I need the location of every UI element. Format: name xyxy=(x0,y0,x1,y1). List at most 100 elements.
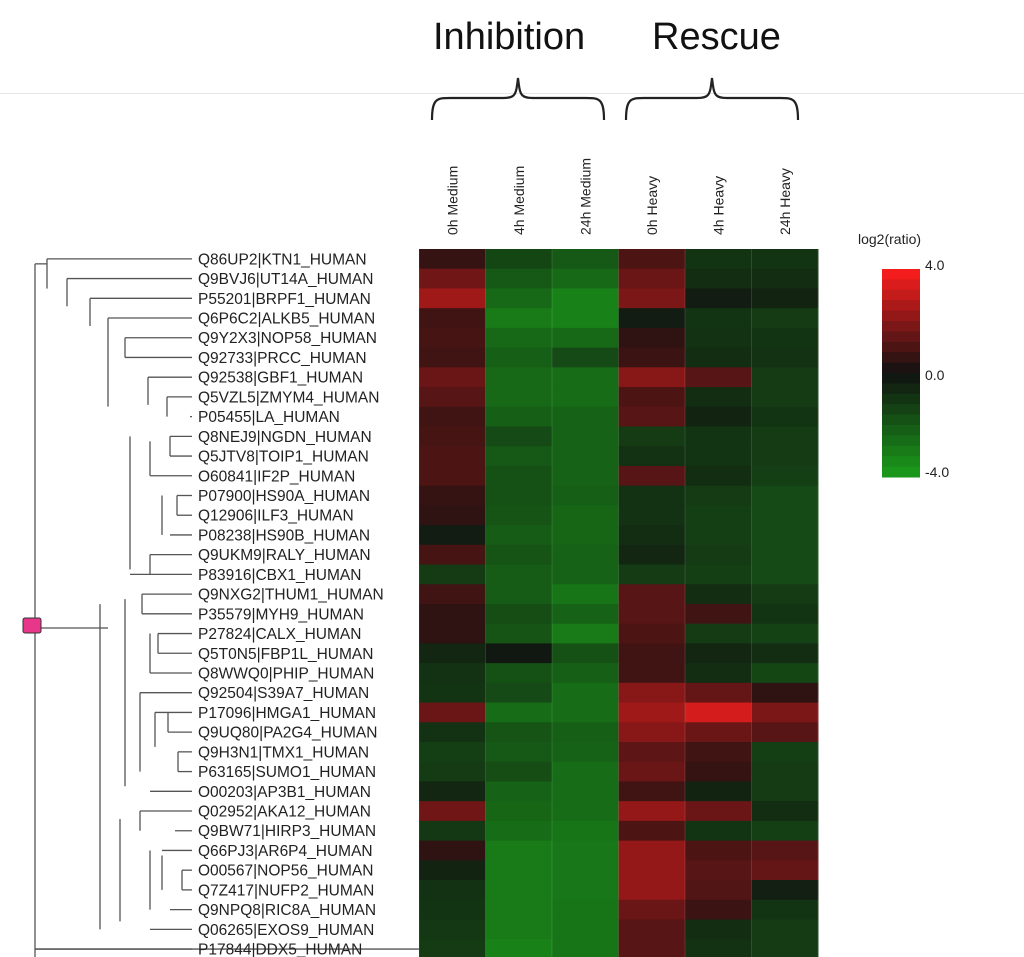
heatmap-cell xyxy=(485,781,553,802)
heatmap-cell xyxy=(751,603,819,625)
legend-swatch xyxy=(882,341,920,353)
heatmap-cell xyxy=(751,880,819,901)
heatmap-cell xyxy=(751,682,819,704)
heatmap-cell xyxy=(419,446,486,467)
heatmap-cell xyxy=(618,308,686,329)
heatmap-cell xyxy=(485,919,553,940)
row-label: Q9BW71|HIRP3_HUMAN xyxy=(198,823,376,840)
heatmap-cell xyxy=(751,525,819,546)
brace-inhibition xyxy=(430,77,606,121)
legend-swatch xyxy=(882,352,920,364)
heatmap-cell xyxy=(751,347,819,368)
heatmap-cell xyxy=(552,682,619,704)
heatmap-cell xyxy=(552,347,619,368)
heatmap-cell xyxy=(685,860,752,881)
heatmap-cell xyxy=(419,426,486,447)
heatmap-cell xyxy=(685,939,752,957)
heatmap-cell xyxy=(485,722,553,743)
heatmap-cell xyxy=(618,603,686,625)
legend-swatch xyxy=(882,393,920,405)
heatmap-cell xyxy=(751,308,819,329)
heatmap-cell xyxy=(485,564,553,585)
legend-swatch xyxy=(882,435,920,447)
heatmap-cell xyxy=(552,781,619,802)
heatmap-cell xyxy=(485,801,553,822)
heatmap-cell xyxy=(552,820,619,842)
heatmap-cell xyxy=(618,426,686,447)
heatmap-cell xyxy=(552,860,619,881)
heatmap-cell xyxy=(751,288,819,309)
heatmap-cell xyxy=(618,564,686,585)
column-group-header xyxy=(0,0,1024,94)
heatmap-cell xyxy=(685,643,752,664)
row-dendrogram xyxy=(22,258,420,957)
dendrogram-node-handle[interactable] xyxy=(22,617,42,634)
legend-swatch xyxy=(882,279,920,291)
heatmap-cell xyxy=(618,742,686,763)
row-label: Q6P6C2|ALKB5_HUMAN xyxy=(198,311,375,328)
column-label: 24h Heavy xyxy=(777,168,793,235)
heatmap-cell xyxy=(685,288,752,309)
heatmap-cell xyxy=(419,643,486,664)
legend-swatch xyxy=(882,383,920,395)
heatmap-cell xyxy=(419,505,486,526)
heatmap-cell xyxy=(485,603,553,625)
heatmap-cell xyxy=(552,308,619,329)
legend-tick-label: 0.0 xyxy=(925,367,945,383)
heatmap-cell xyxy=(618,801,686,822)
heatmap-cell xyxy=(485,939,553,957)
heatmap-cell xyxy=(751,249,819,270)
legend-tick-label: -4.0 xyxy=(925,464,949,480)
row-label: Q66PJ3|AR6P4_HUMAN xyxy=(198,843,373,860)
heatmap-cell xyxy=(618,781,686,802)
heatmap-cell xyxy=(485,860,553,881)
heatmap-cell xyxy=(685,702,752,723)
heatmap-cell xyxy=(618,919,686,940)
heatmap-cell xyxy=(485,820,553,842)
heatmap-cell xyxy=(485,840,553,861)
row-label: Q5VZL5|ZMYM4_HUMAN xyxy=(198,389,379,406)
heatmap-cell xyxy=(751,584,819,605)
heatmap-cell xyxy=(751,505,819,526)
heatmap-cell xyxy=(618,623,686,644)
legend-swatch xyxy=(882,425,920,436)
heatmap-cell xyxy=(751,781,819,802)
legend-swatch xyxy=(882,321,920,332)
row-label: Q8NEJ9|NGDN_HUMAN xyxy=(198,429,372,446)
heatmap-cell xyxy=(552,899,619,920)
heatmap-cell xyxy=(485,465,553,487)
heatmap-cell xyxy=(751,643,819,664)
heatmap-cell xyxy=(485,899,553,920)
heatmap-cell xyxy=(552,702,619,723)
heatmap-cell xyxy=(419,406,486,427)
heatmap-cell xyxy=(552,643,619,664)
legend-swatch xyxy=(882,289,920,301)
heatmap-cell xyxy=(419,308,486,329)
row-label: Q9UKM9|RALY_HUMAN xyxy=(198,547,371,564)
heatmap-cell xyxy=(751,742,819,763)
row-label: Q5T0N5|FBP1L_HUMAN xyxy=(198,646,373,663)
heatmap-cell xyxy=(685,544,752,566)
heatmap-cell xyxy=(485,505,553,526)
legend-tick-label: 4.0 xyxy=(925,257,945,273)
heatmap-cell xyxy=(552,525,619,546)
heatmap-cell xyxy=(552,564,619,585)
row-label: P07900|HS90A_HUMAN xyxy=(198,488,370,505)
heatmap-cell xyxy=(751,820,819,842)
legend-swatch xyxy=(882,362,920,374)
heatmap-cell xyxy=(618,939,686,957)
row-label: P63165|SUMO1_HUMAN xyxy=(198,764,376,781)
heatmap-cell xyxy=(485,347,553,368)
heatmap-cell xyxy=(618,820,686,842)
heatmap-cell xyxy=(552,722,619,743)
heatmap-cell xyxy=(685,249,752,270)
legend-swatch xyxy=(882,373,920,384)
heatmap-cell xyxy=(618,406,686,427)
heatmap-cell xyxy=(552,485,619,506)
heatmap-cell xyxy=(751,465,819,487)
heatmap-cell xyxy=(419,742,486,763)
heatmap-cell xyxy=(618,682,686,704)
heatmap-cell xyxy=(552,584,619,605)
heatmap-cell xyxy=(485,387,553,408)
